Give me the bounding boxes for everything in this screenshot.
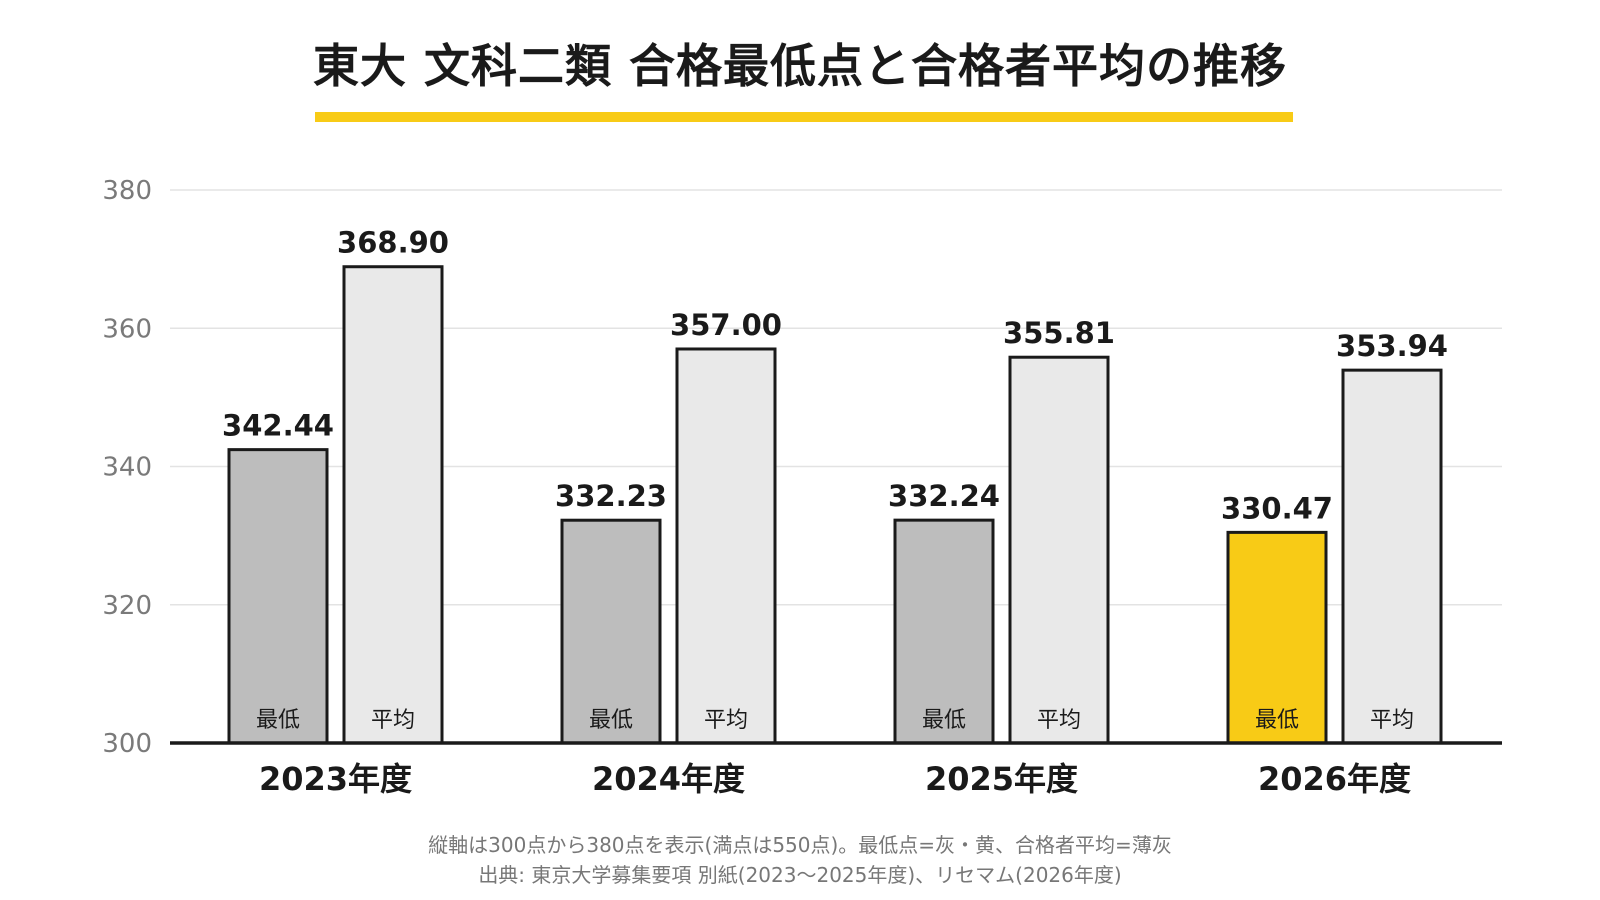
bar-average	[342, 265, 444, 745]
data-label: 342.44	[222, 409, 334, 443]
x-tick-label: 2026年度	[1258, 760, 1411, 798]
bar-minimum	[227, 448, 329, 745]
source-note: 出典: 東京大学募集要項 別紙(2023〜2025年度)、リセマム(2026年度…	[478, 863, 1122, 887]
y-axis-ticks: 300 320 340 360 380	[102, 176, 152, 759]
x-tick-label: 2025年度	[925, 760, 1078, 798]
bar-minimum	[1226, 530, 1328, 745]
x-tick-label: 2024年度	[592, 760, 745, 798]
bar-average	[675, 347, 777, 745]
data-label: 353.94	[1336, 329, 1448, 363]
y-tick-label: 340	[102, 453, 152, 483]
y-tick-label: 380	[102, 176, 152, 206]
bar-series-label: 最低	[589, 708, 633, 733]
x-axis-ticks: 2023年度 2024年度 2025年度 2026年度	[259, 760, 1411, 798]
footnotes: 縦軸は300点から380点を表示(満点は550点)。最低点=灰・黄、合格者平均=…	[0, 830, 1600, 890]
axis-note: 縦軸は300点から380点を表示(満点は550点)。最低点=灰・黄、合格者平均=…	[428, 833, 1172, 857]
bar-series-label: 最低	[922, 708, 966, 733]
bar-series-label: 平均	[371, 708, 415, 733]
bar-series-label: 平均	[1037, 708, 1081, 733]
x-tick-label: 2023年度	[259, 760, 412, 798]
value-labels: 342.44 最低 368.90 平均 332.23 最低 357.00 平均 332.24 最低…	[222, 226, 1448, 733]
data-label: 332.23	[555, 479, 667, 513]
bar-average	[1341, 368, 1443, 745]
bar-series-label: 平均	[704, 708, 748, 733]
bars	[227, 265, 1443, 745]
chart-title: 東大 文科二類 合格最低点と合格者平均の推移	[312, 39, 1288, 93]
y-tick-label: 300	[102, 729, 152, 759]
title-underline	[315, 112, 1293, 122]
y-tick-label: 360	[102, 314, 152, 344]
data-label: 330.47	[1221, 491, 1333, 525]
bar-series-label: 最低	[256, 708, 300, 733]
bar-series-label: 最低	[1255, 708, 1299, 733]
data-label: 332.24	[888, 479, 1000, 513]
data-label: 357.00	[670, 308, 782, 342]
y-tick-label: 320	[102, 591, 152, 621]
bar-average	[1008, 355, 1110, 745]
data-label: 355.81	[1003, 316, 1115, 350]
data-label: 368.90	[337, 226, 449, 260]
bar-series-label: 平均	[1370, 708, 1414, 733]
